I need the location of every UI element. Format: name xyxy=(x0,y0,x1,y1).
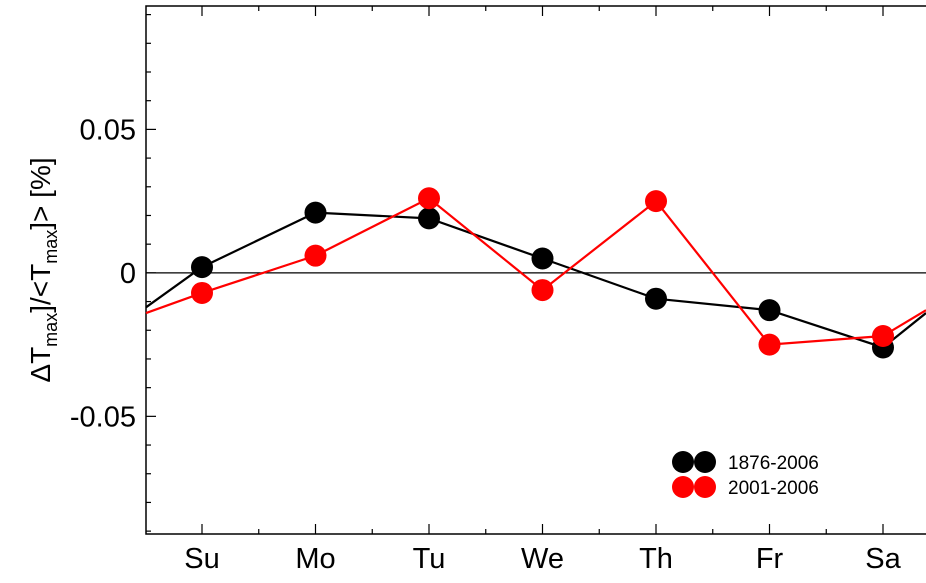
data-point xyxy=(531,247,554,270)
data-point xyxy=(645,287,667,310)
series-2001-2006 xyxy=(145,187,926,356)
data-point xyxy=(758,299,781,322)
data-point xyxy=(304,244,327,267)
data-point xyxy=(418,207,440,230)
x-tick-label: We xyxy=(521,543,564,575)
legend-label: 1876-2006 xyxy=(728,453,819,474)
y-tick-label: 0 xyxy=(120,258,136,290)
y-axis-label: ΔTmax]/<Tmax]> [%] xyxy=(25,157,61,382)
legend-label: 2001-2006 xyxy=(728,478,819,499)
data-point xyxy=(531,279,554,302)
legend-marker xyxy=(694,476,716,498)
x-tick-label: Mo xyxy=(295,543,335,575)
data-point xyxy=(191,281,213,304)
x-tick-label: Fr xyxy=(756,543,784,575)
x-tick-label: Th xyxy=(639,543,673,575)
legend-marker xyxy=(672,476,694,498)
x-tick-label: Tu xyxy=(413,543,446,575)
y-tick-label: 0.05 xyxy=(80,114,136,146)
data-point xyxy=(645,190,667,213)
legend-marker xyxy=(694,451,716,473)
data-point xyxy=(304,201,327,224)
legend: 1876-2006 2001-2006 xyxy=(672,451,819,499)
data-point xyxy=(758,333,781,356)
plot-frame xyxy=(145,5,926,535)
data-point xyxy=(418,187,440,210)
series-1876-2006 xyxy=(145,201,926,359)
x-tick-label: Su xyxy=(184,543,219,575)
data-point xyxy=(191,256,213,279)
legend-marker xyxy=(672,451,694,473)
y-tick-label: -0.05 xyxy=(70,401,136,433)
x-tick-label: Sa xyxy=(865,543,901,575)
data-point xyxy=(872,325,894,347)
